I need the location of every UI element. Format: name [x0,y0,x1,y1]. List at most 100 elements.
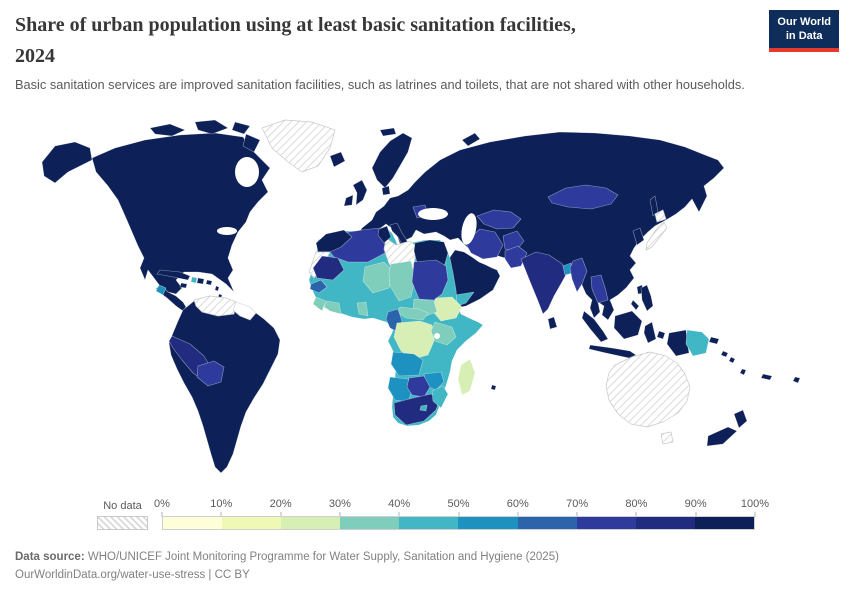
region-sri-lanka[interactable] [547,316,558,330]
region-novaya-zemlya[interactable] [461,132,481,147]
hudson-bay-water [235,157,259,187]
region-japan-hokkaido[interactable] [654,209,667,223]
owid-logo-line1: Our World [777,16,831,28]
legend-segment[interactable] [399,517,459,529]
legend-tick-mark [339,512,341,517]
region-haiti[interactable] [190,276,198,284]
region-venezuela[interactable] [193,295,237,317]
legend-segment[interactable] [694,517,754,529]
legend-tick-label: 10% [210,498,233,510]
region-arctic-islands[interactable] [149,123,186,137]
region-papua-new-guinea[interactable] [685,329,710,357]
region-lesser-antilles[interactable] [214,285,220,292]
region-south-america[interactable] [168,295,281,474]
legend-segment[interactable] [458,517,518,529]
region-sakhalin[interactable] [649,195,659,217]
legend-tick-mark [695,512,697,517]
region-west-new-guinea[interactable] [666,329,690,357]
region-drc[interactable] [393,320,435,360]
region-java[interactable] [588,344,637,359]
region-ivory-coast[interactable] [323,300,342,315]
region-solomon-islands[interactable] [728,356,736,364]
legend-segment[interactable] [281,517,341,529]
legend-segment[interactable] [222,517,282,529]
region-korea[interactable] [632,227,645,246]
region-greenland[interactable] [261,119,336,173]
legend-segment[interactable] [517,517,577,529]
region-chad[interactable] [388,260,416,302]
region-uganda-kenya[interactable] [430,321,457,346]
region-new-zealand-south[interactable] [706,426,738,447]
region-new-zealand-north[interactable] [733,409,748,429]
region-mauritania[interactable] [312,255,345,281]
region-jamaica[interactable] [179,282,188,289]
region-togo-benin[interactable] [356,301,369,317]
region-tasmania[interactable] [660,431,674,445]
legend-tick-label: 40% [388,498,411,510]
region-angola[interactable] [390,351,424,377]
region-fiji[interactable] [792,376,801,384]
region-cuba[interactable] [156,269,191,281]
region-iran[interactable] [464,228,504,260]
legend-segment[interactable] [635,517,695,529]
region-new-caledonia[interactable] [760,373,773,381]
region-mozambique[interactable] [431,385,449,409]
region-tunisia[interactable] [377,225,392,244]
region-dominican-republic[interactable] [196,277,205,285]
owid-logo[interactable]: Our World in Data [769,10,839,52]
region-madagascar[interactable] [457,358,476,396]
legend-segment[interactable] [163,517,223,529]
legend-tick-label: 20% [269,498,292,510]
region-japan-honshu[interactable] [645,221,668,251]
region-solomon-islands[interactable] [720,350,729,358]
region-central-asia[interactable] [476,209,522,230]
region-arctic-islands[interactable] [194,119,229,135]
region-senegal[interactable] [309,279,328,294]
region-sudan[interactable] [411,259,449,301]
region-ireland[interactable] [343,194,354,207]
region-north-america[interactable] [91,132,271,295]
region-afghanistan[interactable] [502,230,525,252]
region-moluccas[interactable] [656,330,666,340]
legend-segment[interactable] [340,517,400,529]
region-myanmar[interactable] [569,257,588,293]
region-bolivia[interactable] [196,360,225,387]
region-niger[interactable] [362,261,393,294]
legend-tick-label: 80% [625,498,648,510]
region-united-kingdom[interactable] [352,179,368,206]
region-borneo[interactable] [613,310,643,340]
region-philippines[interactable] [640,284,654,312]
region-baffin-island[interactable] [242,133,261,153]
chart-subtitle: Basic sanitation services are improved s… [15,77,745,92]
region-svalbard[interactable] [379,127,397,137]
region-india[interactable] [520,251,569,315]
legend-no-data-swatch[interactable] [97,516,148,530]
region-laos-cambodia[interactable] [590,274,609,304]
region-denmark[interactable] [381,185,391,196]
region-puerto-rico[interactable] [205,279,213,286]
region-sumatra[interactable] [581,310,609,343]
region-pakistan[interactable] [504,245,528,269]
legend-tick-mark [754,512,756,517]
region-palawan[interactable] [630,299,640,311]
region-sierra-leone-liberia[interactable] [312,296,327,312]
page-title: Share of urban population using at least… [15,10,755,72]
region-new-britain[interactable] [708,336,720,345]
region-alaska[interactable] [41,141,93,184]
region-scandinavia[interactable] [371,132,413,189]
region-arctic-islands[interactable] [231,121,251,135]
region-guatemala[interactable] [155,284,167,296]
legend-segment[interactable] [576,517,636,529]
region-sulawesi[interactable] [643,321,657,344]
region-mauritius[interactable] [490,384,497,391]
legend-tick-mark [576,512,578,517]
region-vanuatu[interactable] [739,368,747,376]
region-iceland[interactable] [329,151,346,168]
region-eurasia-mainland[interactable] [355,131,725,321]
region-south-africa[interactable] [393,393,441,426]
region-lesotho[interactable] [419,404,428,412]
region-mongolia[interactable] [547,184,619,210]
region-australia[interactable] [605,351,691,428]
region-guyana-suriname[interactable] [232,301,257,321]
